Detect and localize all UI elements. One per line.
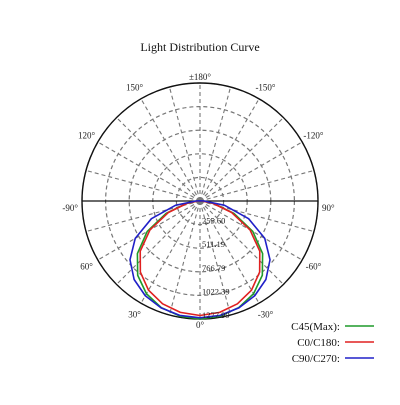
legend-label-1: C45(Max): [291,321,340,333]
grid-spoke-240 [199,141,303,202]
angle-label-7: -150° [255,83,275,93]
angle-label-9: -90° [62,203,78,213]
angle-label-5: 150° [126,83,144,93]
grid-spoke-195 [199,86,232,202]
grid-spoke-165 [168,86,201,202]
radial-label-1: 255.60 [202,216,225,226]
grid-spoke-120 [97,141,201,202]
chart-title: Light Distribution Curve [140,40,259,54]
grid-spoke-105 [85,169,201,202]
radial-label-5: 1277.99 [202,310,230,320]
angle-label-1: 30° [128,309,141,319]
angle-label-11: -30° [258,309,274,319]
grid-spoke-225 [199,117,284,202]
radial-label-2: 511.19 [202,239,225,249]
angle-label-8: -120° [303,131,323,141]
grid-spoke-150 [140,98,201,202]
radial-label-4: 1022.39 [202,286,230,296]
grid-spoke-15 [168,200,201,316]
grid-spoke-285 [199,200,315,233]
grid-spoke-135 [116,117,201,202]
legend: C45(Max): C0/C180: C90/C270: [291,321,374,365]
grid-spoke-210 [199,98,260,202]
angle-label-2: 60° [80,262,93,272]
angle-label-6: ±180° [189,72,211,82]
angle-label-0: 0° [196,320,205,330]
grid-spoke-45 [116,200,201,285]
angle-label-3: 90° [322,203,335,213]
grid-spoke-345 [199,200,232,316]
radial-labels: 255.60 511.19 766.79 1022.39 1277.99 [202,216,230,320]
grid-spoke-75 [85,200,201,233]
angle-label-10: -60° [306,262,322,272]
radial-label-3: 766.79 [202,263,225,273]
grid-spoke-30 [140,200,201,304]
angle-label-4: 120° [78,131,96,141]
series-curves [129,200,271,320]
legend-label-3: C90/C270: [292,353,340,365]
grid-spoke-315 [199,200,284,285]
grid-spoke-255 [199,169,315,202]
series-curve-3 [129,200,271,319]
legend-label-2: C0/C180: [297,337,340,349]
grid-spoke-330 [199,200,260,304]
angle-labels: 0° 30° 60° 90° 120° 150° ±180° -150° -120° -90° -6… [62,72,335,330]
